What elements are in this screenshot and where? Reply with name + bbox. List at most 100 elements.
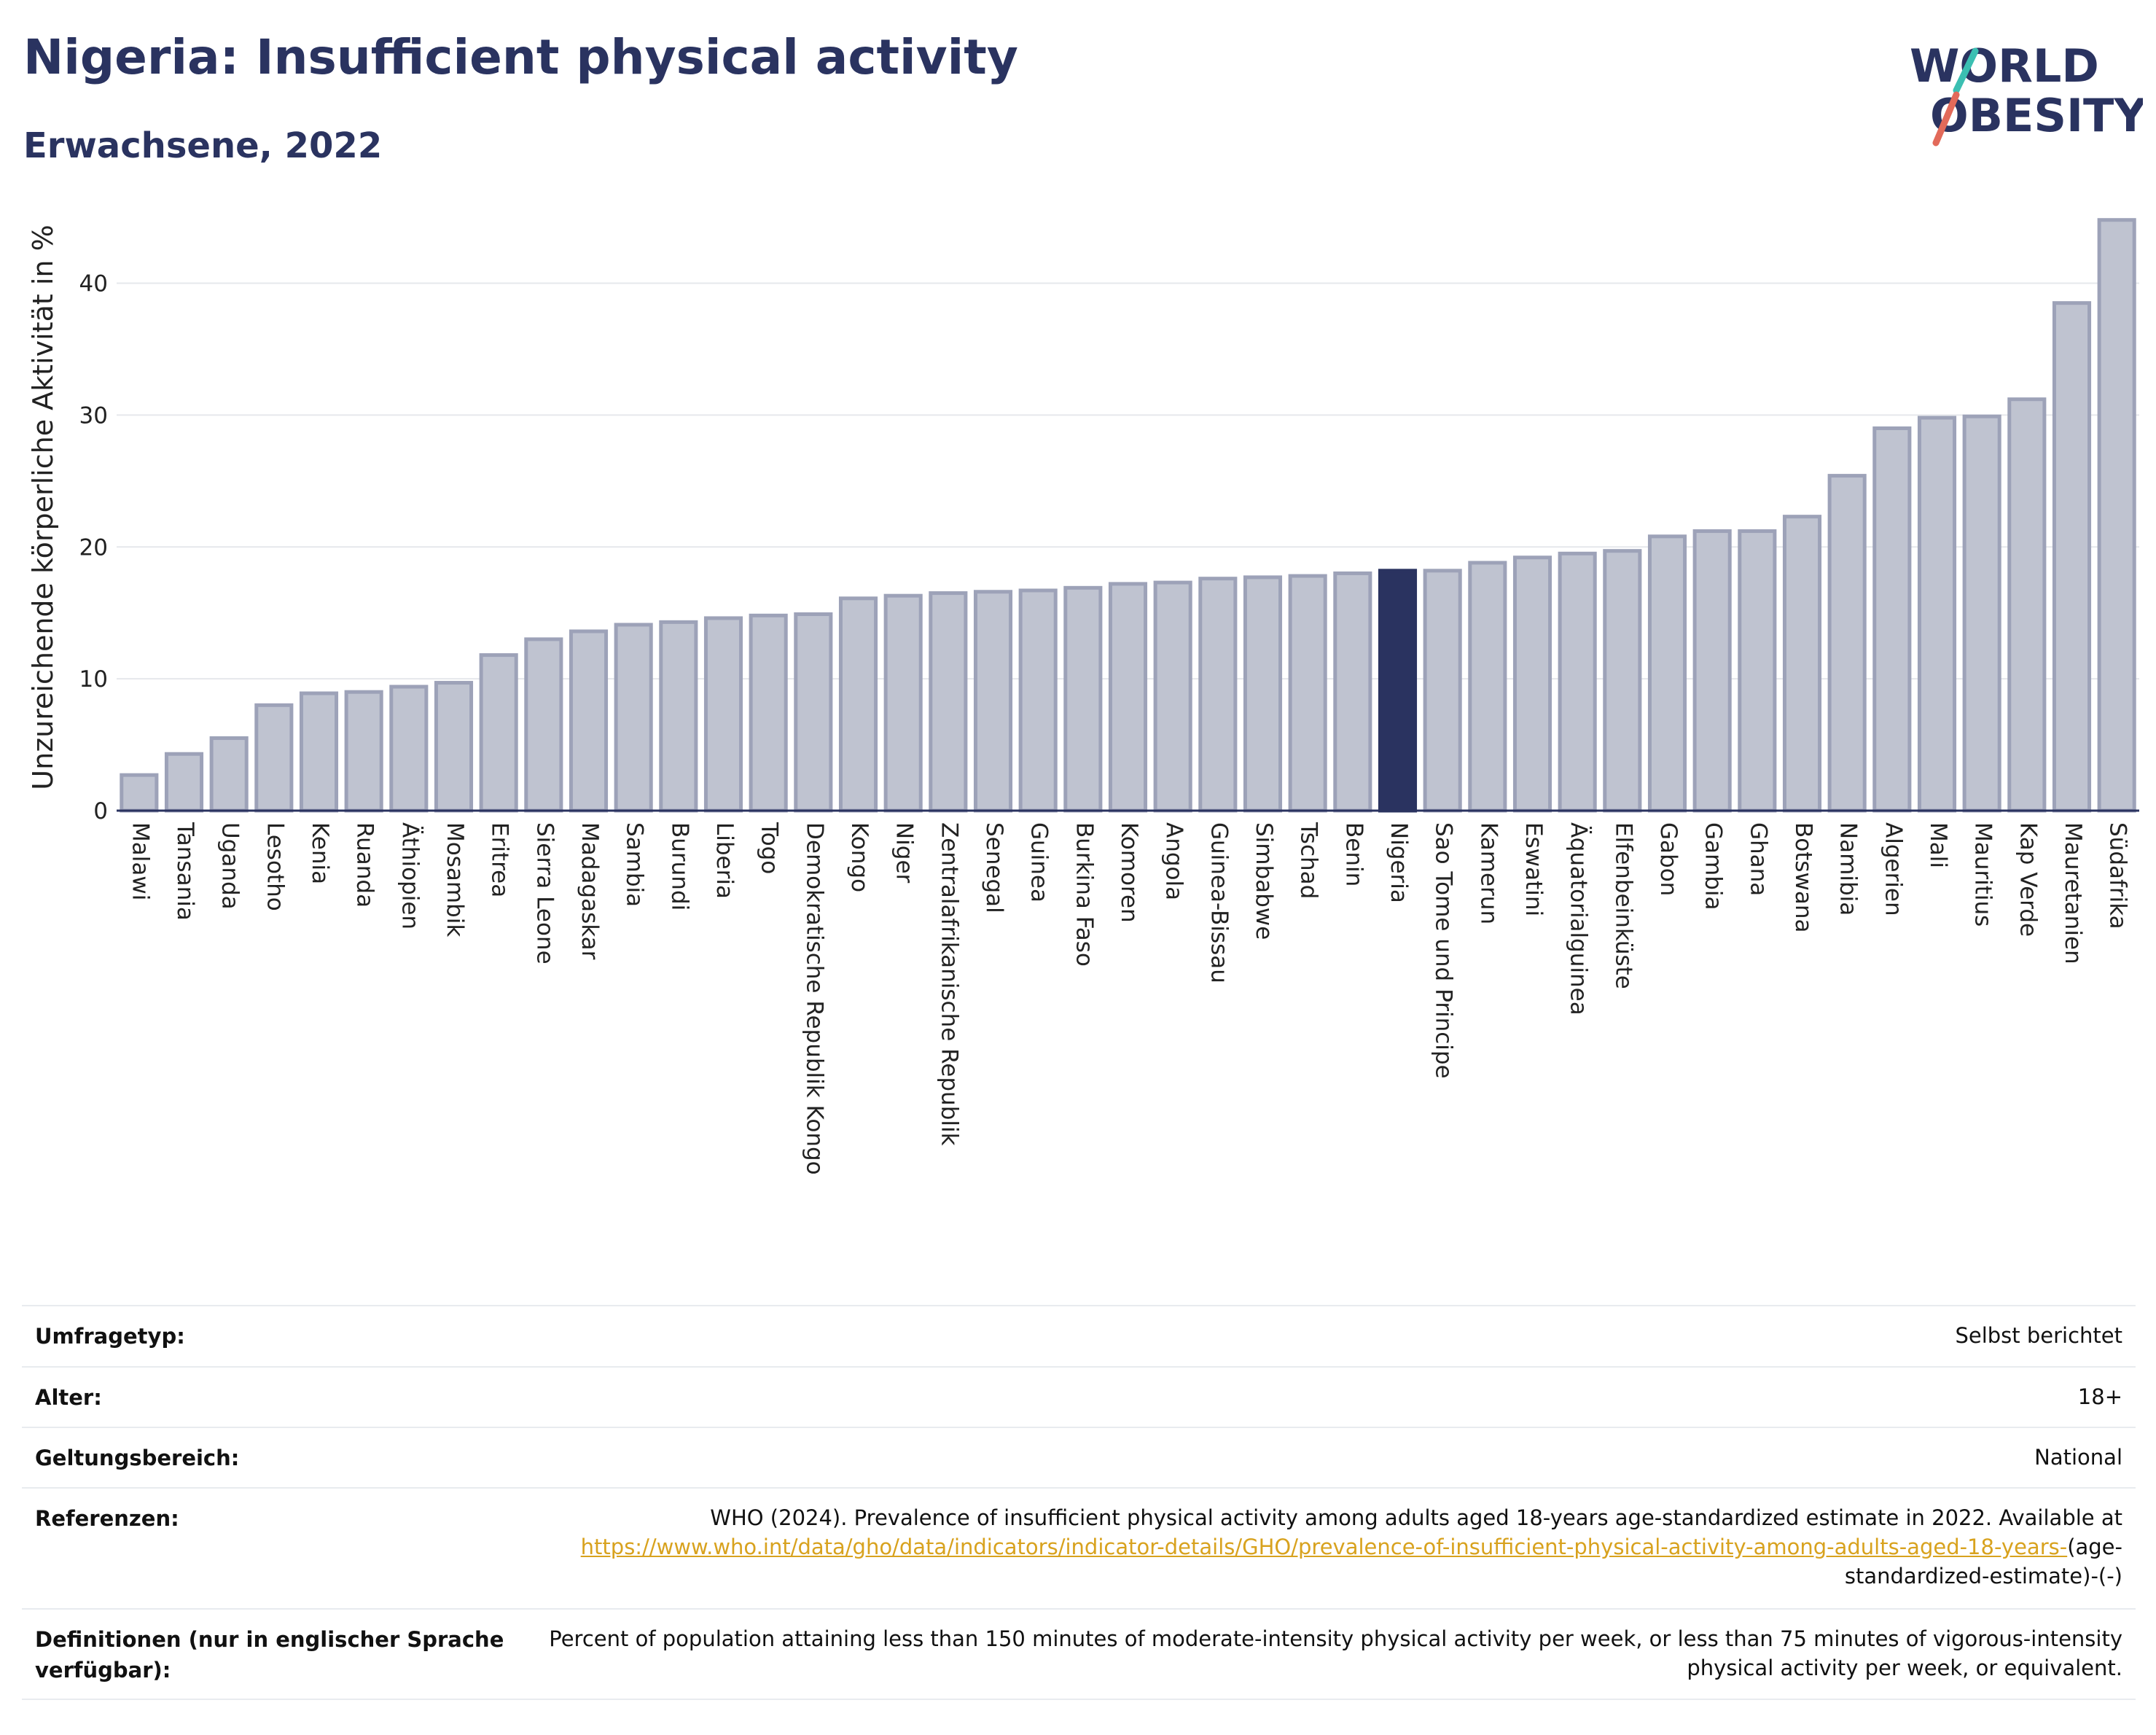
info-key: Referenzen:	[35, 1506, 179, 1531]
x-tick-label: Tschad	[1296, 822, 1322, 899]
bar-niger	[883, 593, 923, 813]
x-tick-label: Lesotho	[262, 822, 288, 911]
x-tick-label: Eswatini	[1520, 822, 1547, 916]
y-tick-label: 20	[79, 534, 108, 561]
bar-algerien	[1872, 426, 1912, 813]
x-tick-label: Sierra Leone	[531, 822, 558, 964]
x-tick-label: Kap Verde	[2015, 822, 2041, 937]
info-key: Geltungsbereich:	[35, 1446, 240, 1470]
bar-malawi	[120, 773, 159, 813]
bar-chart: 0 10 20 30 40 Malawi Tansania Uganda Lesotho Ken…	[27, 218, 2139, 1175]
logo-slash-teal	[1953, 47, 1979, 94]
reference-suffix: (age-standardized-estimate)-(-)	[1844, 1535, 2122, 1588]
x-tick-label: Burundi	[666, 822, 692, 911]
bar-äthiopien	[389, 685, 429, 813]
bar-tschad	[1288, 574, 1327, 813]
info-row-age: Alter: 18+	[22, 1366, 2136, 1427]
x-tick-label: Liberia	[711, 822, 738, 899]
x-tick-label: Zentralafrikanische Republik	[936, 822, 962, 1146]
info-value: Percent of population attaining less tha…	[549, 1626, 2122, 1680]
x-tick-label: Burkina Faso	[1071, 822, 1097, 967]
x-tick-label: Ruanda	[352, 822, 378, 908]
bar-senegal	[973, 590, 1013, 813]
bar-mauretanien	[2052, 301, 2092, 813]
bar-kongo	[838, 596, 878, 813]
x-tick-label: Komoren	[1116, 822, 1142, 923]
x-tick-label: Algerien	[1880, 822, 1906, 916]
bar-liberia	[703, 616, 743, 813]
info-key: Definitionen (nur in englischer Sprache …	[35, 1627, 504, 1683]
x-tick-label: Gabon	[1655, 822, 1682, 896]
bar-ruanda	[344, 690, 383, 813]
bars	[120, 218, 2136, 813]
x-tick-label: Mauretanien	[2060, 822, 2086, 964]
bar-sao-tome-und-principe	[1423, 569, 1462, 813]
x-tick-label: Elfenbeinküste	[1610, 822, 1636, 989]
x-tick-label: Ghana	[1745, 822, 1771, 896]
x-tick-label: Benin	[1340, 822, 1367, 886]
info-key: Alter:	[35, 1385, 102, 1410]
bar-guinea	[1018, 588, 1058, 813]
y-tick-label: 10	[79, 666, 108, 693]
bar-uganda	[209, 736, 249, 813]
page-title: Nigeria: Insufficient physical activity	[23, 29, 1018, 85]
x-tick-label: Eritrea	[487, 822, 513, 897]
bar-guinea-bissau	[1198, 577, 1238, 813]
bar-botswana	[1782, 515, 1822, 813]
bar-madagaskar	[569, 629, 609, 813]
bar-kamerun	[1468, 561, 1507, 813]
reference-link[interactable]: https://www.who.int/data/gho/data/indica…	[580, 1535, 2068, 1559]
x-tick-label: Äquatorialguinea	[1566, 822, 1592, 1015]
x-tick-label: Sao Tome und Principe	[1431, 822, 1457, 1079]
bar-tansania	[164, 752, 204, 813]
bar-eritrea	[479, 653, 518, 813]
x-tick-label: Äthiopien	[397, 822, 423, 929]
bar-mali	[1917, 416, 1957, 813]
page-subtitle: Erwachsene, 2022	[23, 125, 383, 166]
bar-gabon	[1647, 534, 1687, 813]
x-tick-labels: Malawi Tansania Uganda Lesotho Kenia Ruanda Ät…	[127, 822, 2130, 1175]
bar-burkina-faso	[1063, 585, 1103, 813]
bar-ghana	[1738, 529, 1777, 813]
x-tick-label: Niger	[891, 822, 918, 884]
world-obesity-logo: WORLD OBESITY	[1895, 22, 2147, 153]
x-tick-label: Kenia	[307, 822, 333, 884]
x-tick-label: Senegal	[981, 822, 1007, 913]
bar-simbabwe	[1243, 575, 1283, 813]
bar-komoren	[1108, 582, 1148, 813]
logo-text-obesity: OBESITY	[1930, 89, 2143, 142]
bar-demokratische-republik-kongo	[794, 612, 833, 813]
x-tick-label: Togo	[757, 822, 783, 874]
x-tick-label: Simbabwe	[1251, 822, 1277, 940]
info-value: 18+	[2077, 1384, 2122, 1409]
y-tick-labels: 0 10 20 30 40	[79, 271, 108, 824]
y-tick-label: 30	[79, 402, 108, 429]
x-tick-label: Angola	[1161, 822, 1187, 900]
x-tick-label: Südafrika	[2105, 822, 2131, 929]
x-tick-label: Tansania	[172, 822, 198, 921]
x-tick-label: Guinea	[1026, 822, 1052, 902]
x-tick-label: Kongo	[846, 822, 872, 892]
bar-kenia	[299, 691, 339, 813]
x-tick-label: Uganda	[217, 822, 243, 910]
x-tick-label: Sambia	[622, 822, 648, 907]
info-table: Umfragetyp: Selbst berichtet Alter: 18+ …	[22, 1305, 2136, 1700]
bar-zentralafrikanische-republik	[929, 591, 968, 813]
x-tick-label: Kamerun	[1475, 822, 1501, 924]
bar-mosambik	[434, 681, 474, 813]
bar-südafrika	[2097, 218, 2136, 813]
bar-sambia	[614, 623, 653, 813]
bar-elfenbeinküste	[1603, 549, 1642, 813]
bar-kap-verde	[2007, 397, 2047, 813]
x-tick-label: Namibia	[1835, 822, 1862, 916]
bar-mauritius	[1962, 414, 2001, 813]
reference-text: WHO (2024). Prevalence of insufficient p…	[710, 1505, 2122, 1530]
info-value: National	[2034, 1445, 2122, 1470]
bar-gambia	[1692, 529, 1732, 813]
bar-angola	[1153, 580, 1192, 813]
x-tick-label: Mauritius	[1970, 822, 1996, 927]
bar-sierra-leone	[524, 637, 563, 813]
info-row-coverage: Geltungsbereich: National	[22, 1427, 2136, 1487]
info-row-references: Referenzen: WHO (2024). Prevalence of in…	[22, 1487, 2136, 1608]
bar-nigeria	[1378, 569, 1418, 813]
